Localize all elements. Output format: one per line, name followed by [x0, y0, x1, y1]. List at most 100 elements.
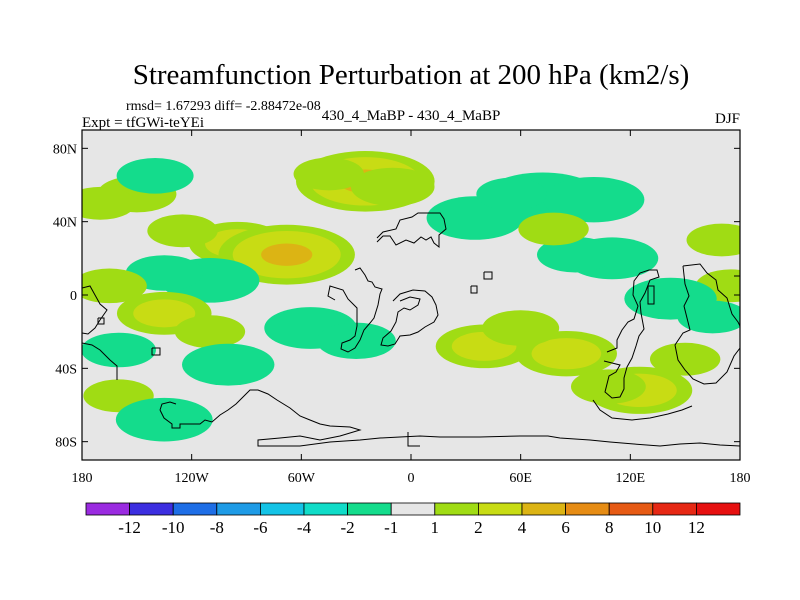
- coastline-arctic-fragment: [483, 271, 493, 280]
- colorbar-box: [521, 502, 566, 516]
- x-tick-label: 60E: [509, 471, 532, 486]
- anomaly-center: [649, 342, 721, 376]
- coastline-antarctica: [159, 389, 740, 447]
- x-axis: 180 120W 60W 0 60E 120E 180: [72, 130, 751, 486]
- coastline-island-b: [151, 347, 161, 356]
- anomaly-center: [82, 332, 156, 368]
- stats-label: rmsd= 1.67293 diff= -2.88472e-08: [126, 99, 321, 114]
- anomaly-center: [316, 322, 396, 360]
- coastline-asia-east: [603, 269, 660, 399]
- coastline-east-landmass: [674, 263, 740, 385]
- coastline-tiny-island: [97, 317, 105, 325]
- contour-band: [482, 310, 560, 346]
- colorbar: -12 -10 -8 -6 -4 -2 -1 1 2 4 6 8 10 12: [85, 502, 741, 537]
- chart-title: Streamfunction Perturbation at 200 hPa (…: [133, 59, 690, 91]
- colorbar-box: [652, 502, 697, 516]
- map-plot-area: [81, 129, 741, 461]
- colorbar-box: [477, 502, 523, 516]
- contour-band: [531, 338, 602, 370]
- colorbar-label: 6: [561, 518, 570, 537]
- coastlines: [82, 212, 740, 447]
- anomaly-center: [115, 397, 213, 442]
- contour-band: [350, 167, 435, 206]
- colorbar-box: [259, 502, 305, 516]
- y-tick-label: 40S: [55, 362, 77, 377]
- y-tick-label: 0: [70, 289, 77, 304]
- anomaly-center: [537, 236, 614, 273]
- contour-band: [174, 315, 246, 349]
- contour-band: [82, 268, 147, 304]
- colorbar-box: [390, 502, 436, 516]
- colorbar-label: -10: [162, 518, 185, 537]
- contour-band: [649, 342, 721, 376]
- anomaly-field: [82, 151, 740, 442]
- colorbar-box: [303, 502, 348, 516]
- coastline-antarctic-peninsula: [159, 401, 177, 411]
- contour-band: [316, 322, 396, 360]
- anomaly-center: [482, 310, 560, 346]
- coastline-antarctic-bay: [407, 432, 420, 447]
- contour-band: [537, 236, 614, 273]
- contour-band: [133, 299, 196, 328]
- colorbar-label: -12: [118, 518, 141, 537]
- coastline-west-south: [82, 342, 118, 380]
- colorbar-box: [129, 502, 174, 516]
- x-tick-label: 180: [730, 471, 751, 486]
- contour-band: [476, 177, 547, 211]
- colorbar-label: 1: [431, 518, 440, 537]
- anomaly-center: [293, 157, 364, 191]
- colorbar-label: -6: [253, 518, 267, 537]
- anomaly-center: [571, 369, 646, 404]
- x-tick-label: 120W: [175, 471, 210, 486]
- colorbar-label: 2: [474, 518, 483, 537]
- colorbar-label: -1: [384, 518, 398, 537]
- contour-band: [571, 369, 646, 404]
- colorbar-label: 10: [644, 518, 661, 537]
- contour-band: [82, 332, 156, 368]
- y-tick-label: 80N: [53, 142, 77, 157]
- colorbar-label: 8: [605, 518, 614, 537]
- anomaly-center: [677, 300, 740, 334]
- colorbar-box: [172, 502, 218, 516]
- colorbar-box: [85, 502, 130, 516]
- x-tick-label: 0: [408, 471, 415, 486]
- y-tick-label: 40N: [53, 216, 77, 231]
- coastline-island-chain: [647, 285, 655, 305]
- colorbar-box: [347, 502, 392, 516]
- anomaly-center: [350, 167, 435, 206]
- anomaly-center: [543, 176, 645, 223]
- colorbar-box: [608, 502, 654, 516]
- contour-band: [677, 300, 740, 334]
- contour-band: [686, 223, 740, 257]
- coastline-north-america: [376, 212, 447, 249]
- colorbar-label: -2: [341, 518, 355, 537]
- x-tick-label: 180: [72, 471, 93, 486]
- anomaly-center: [182, 343, 275, 386]
- contour-band: [182, 343, 275, 386]
- coastline-central-america: [327, 267, 383, 353]
- anomaly-center: [686, 223, 740, 257]
- contour-band: [293, 157, 364, 191]
- experiment-label: Expt = tfGWi-teYEi: [82, 115, 204, 131]
- coastline-west-edge: [82, 285, 108, 335]
- case-label: 430_4_MaBP - 430_4_MaBP: [322, 108, 501, 124]
- colorbar-label: 12: [688, 518, 705, 537]
- contour-band: [261, 243, 313, 266]
- anomaly-center: [147, 214, 218, 248]
- coastline-small-island: [470, 285, 478, 294]
- colorbar-box: [434, 502, 479, 516]
- colorbar-box: [565, 502, 610, 516]
- contour-band: [518, 212, 589, 246]
- anomaly-center: [116, 158, 194, 194]
- colorbar-label: -4: [297, 518, 312, 537]
- coastline-south-america: [380, 289, 439, 347]
- coastline-australia-south: [592, 399, 693, 421]
- y-tick-label: 80S: [55, 436, 77, 451]
- colorbar-box: [696, 502, 741, 516]
- anomaly-center: [82, 268, 147, 304]
- season-label: DJF: [715, 111, 740, 127]
- contour-band: [82, 186, 136, 220]
- colorbar-box: [216, 502, 261, 516]
- anomaly-center: [218, 224, 355, 285]
